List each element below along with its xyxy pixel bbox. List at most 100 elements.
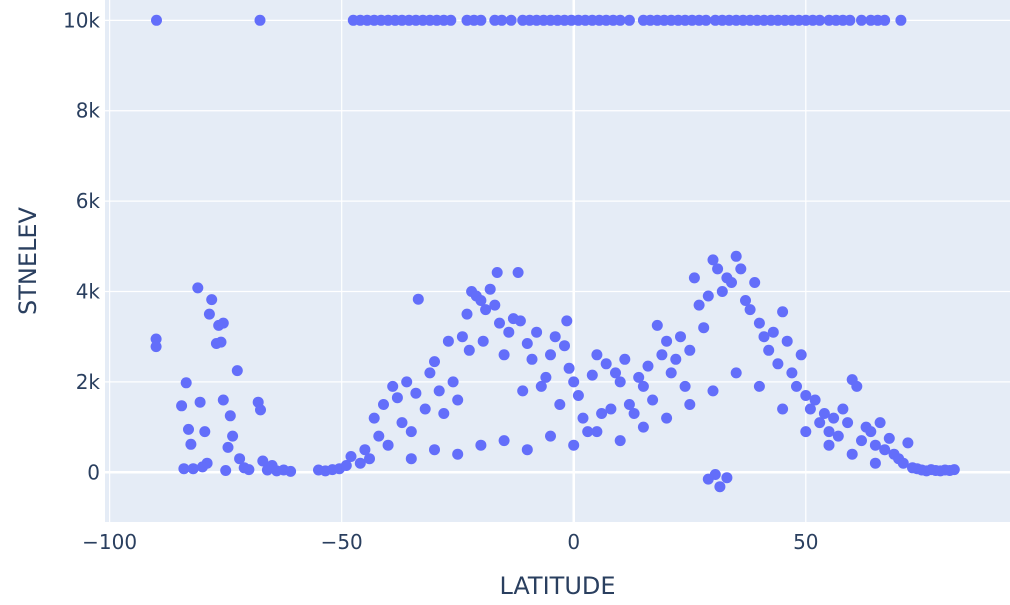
data-point (804, 403, 816, 415)
data-point (391, 392, 403, 404)
data-point (763, 344, 775, 356)
data-point (438, 408, 450, 419)
data-point (791, 380, 802, 392)
data-point (698, 322, 710, 334)
data-point (828, 412, 840, 424)
data-points (150, 14, 960, 493)
data-point (410, 387, 422, 399)
data-point (489, 299, 501, 311)
data-point (623, 399, 635, 410)
x-tick-label: 0 (567, 530, 580, 554)
data-point (568, 439, 580, 451)
data-point (180, 377, 192, 389)
data-point (429, 444, 440, 456)
data-point (378, 399, 389, 410)
data-point (714, 481, 726, 493)
data-point (688, 272, 700, 284)
data-point (452, 448, 464, 460)
data-point (222, 441, 234, 453)
data-point (614, 435, 626, 447)
tick-labels: −100 −50 0 50 0 2k 4k 6k 8k 10k (63, 8, 819, 554)
data-point (809, 394, 821, 406)
data-point (837, 403, 849, 415)
data-point (227, 430, 239, 442)
data-point (628, 408, 640, 419)
data-point (405, 453, 417, 465)
data-point (243, 464, 255, 476)
data-point (540, 371, 552, 383)
data-point (651, 319, 663, 331)
data-point (897, 457, 909, 469)
data-point (879, 444, 891, 456)
data-point (679, 380, 691, 392)
data-point (800, 390, 812, 401)
data-point (176, 400, 188, 412)
data-point (197, 461, 208, 473)
data-point (194, 396, 206, 408)
data-point (526, 353, 538, 365)
data-point (786, 367, 798, 379)
y-tick-label: 2k (76, 370, 101, 394)
data-point (531, 326, 543, 338)
data-point (670, 353, 682, 365)
data-point (895, 14, 907, 26)
data-point (517, 385, 529, 397)
plot-area-background (105, 0, 1010, 522)
y-axis-title: STNELEV (14, 206, 42, 315)
data-point (823, 439, 835, 451)
data-point (217, 317, 229, 329)
data-point (206, 294, 218, 306)
data-point (637, 421, 649, 433)
data-point (637, 380, 649, 392)
data-point (842, 417, 854, 429)
data-point (814, 417, 826, 429)
data-point (475, 295, 487, 306)
data-point (777, 306, 789, 318)
data-point (475, 439, 487, 451)
data-point (484, 283, 496, 295)
data-point (514, 315, 526, 327)
data-point (257, 455, 269, 467)
y-tick-label: 8k (76, 99, 101, 123)
data-point (494, 317, 505, 329)
data-point (203, 308, 215, 320)
data-point (405, 426, 417, 438)
data-point (614, 376, 626, 388)
data-point (856, 14, 867, 26)
data-point (684, 399, 696, 410)
data-point (535, 380, 547, 392)
data-point (665, 367, 677, 379)
data-point (623, 14, 635, 26)
data-point (596, 408, 608, 419)
data-point (740, 295, 751, 306)
data-point (675, 331, 686, 343)
data-point (549, 331, 561, 343)
data-point (340, 460, 352, 471)
data-point (220, 465, 232, 476)
data-point (433, 385, 445, 397)
x-tick-label: −50 (321, 530, 363, 554)
data-point (735, 263, 747, 275)
data-point (285, 465, 297, 477)
data-point (758, 331, 770, 343)
data-point (883, 432, 895, 444)
data-point (568, 376, 580, 388)
data-point (661, 412, 673, 424)
data-point (192, 282, 204, 294)
data-point (419, 403, 431, 415)
data-point (545, 349, 556, 361)
data-point (185, 438, 197, 450)
data-point (647, 394, 659, 406)
data-point (844, 14, 856, 26)
data-point (475, 14, 487, 26)
data-point (512, 267, 524, 278)
data-point (582, 426, 594, 438)
data-point (753, 380, 765, 392)
data-point (477, 335, 489, 347)
data-point (452, 394, 464, 406)
data-point (948, 464, 960, 476)
data-point (693, 299, 705, 311)
data-point (600, 358, 612, 370)
